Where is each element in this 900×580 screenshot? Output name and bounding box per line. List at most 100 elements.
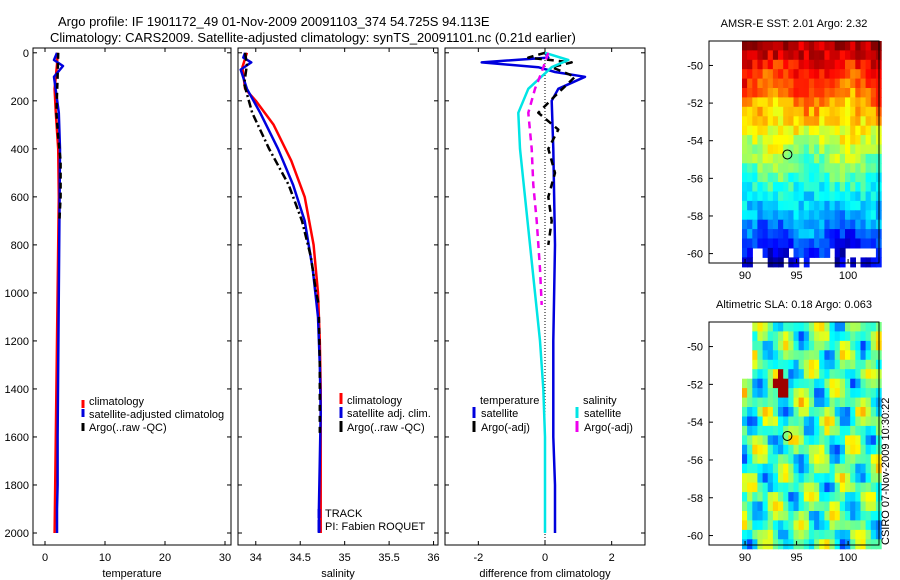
map-cell — [824, 200, 831, 211]
map-cell — [855, 369, 862, 380]
map-cell — [767, 153, 774, 164]
map-cell — [845, 416, 851, 427]
map-cell — [762, 247, 769, 258]
map-cell — [747, 153, 753, 164]
map-cell — [793, 482, 800, 493]
series-line-temperature-argo-adj- — [527, 51, 577, 246]
map-cell — [762, 482, 769, 493]
map-cell — [742, 473, 748, 484]
map-cell — [757, 238, 764, 249]
y-tick-label: 2000 — [5, 528, 29, 540]
map-cell — [778, 331, 784, 342]
map-cell — [850, 454, 856, 465]
map-cell — [767, 144, 774, 155]
map-cell — [798, 444, 805, 455]
map-cell — [860, 191, 867, 202]
map-cell — [783, 425, 789, 436]
map-cell — [757, 435, 764, 446]
map-cell — [839, 539, 846, 550]
y-tick-label: -54 — [687, 136, 703, 148]
map-cell — [819, 191, 825, 202]
legend-label-climatology: climatology — [89, 396, 145, 408]
map-cell — [793, 219, 800, 230]
map-cell — [762, 125, 769, 136]
map-cell — [742, 492, 748, 503]
map-cell — [767, 501, 774, 512]
map-cell — [783, 144, 789, 155]
map-cell — [803, 50, 810, 61]
map-cell — [783, 41, 789, 51]
map-cell — [778, 501, 784, 512]
map-cell — [778, 88, 784, 98]
map-cell — [798, 539, 805, 550]
map-cell — [772, 492, 779, 503]
map-cell — [855, 69, 862, 80]
map-cell — [783, 172, 789, 183]
y-tick-label: 1000 — [5, 288, 29, 300]
map-cell — [870, 78, 877, 89]
map-cell — [778, 229, 784, 240]
map-cell — [819, 407, 825, 417]
map-cell — [788, 378, 795, 389]
map-cell — [793, 463, 800, 474]
map-cell — [747, 257, 753, 268]
y-tick-label: 200 — [11, 96, 29, 108]
map-cell — [767, 172, 774, 183]
map-cell — [870, 529, 877, 540]
map-cell — [778, 340, 784, 351]
x-tick-label: 90 — [739, 270, 751, 282]
salinity-legend: climatology satellite adj. clim. Argo(..… — [317, 393, 431, 533]
map-cell — [747, 416, 753, 427]
map-cell — [803, 520, 810, 531]
map-cell — [742, 520, 748, 531]
map-cell — [834, 388, 841, 399]
map-cell — [762, 88, 769, 98]
map-cell — [778, 407, 784, 417]
map-cell — [803, 41, 810, 51]
map-cell — [814, 407, 820, 417]
map-cell — [839, 210, 846, 221]
map-cell — [767, 106, 774, 117]
map-cell — [742, 125, 748, 136]
map-cell — [834, 50, 841, 61]
map-cell — [772, 388, 779, 399]
map-cell — [855, 59, 862, 70]
map-cell — [747, 135, 753, 146]
map-cell — [870, 520, 877, 531]
map-cell — [855, 473, 862, 484]
map-cell — [824, 50, 831, 61]
map-cell — [747, 59, 753, 70]
map-cell — [829, 191, 836, 202]
map-cell — [870, 511, 877, 521]
legend-label-temp-argo: Argo(-adj) — [481, 422, 530, 434]
map-cell — [824, 106, 831, 117]
map-cell — [870, 435, 877, 446]
map-cell — [747, 444, 753, 455]
map-cell — [845, 41, 851, 51]
map-cell — [742, 416, 748, 427]
map-cell — [870, 463, 877, 474]
map-cell — [834, 182, 841, 193]
map-cell — [814, 350, 820, 361]
map-cell — [829, 444, 836, 455]
map-cell — [829, 153, 836, 164]
map-cell — [870, 492, 877, 503]
map-cell — [742, 191, 748, 202]
map-cell — [829, 454, 836, 465]
map-cell — [778, 529, 784, 540]
map-cell — [829, 473, 836, 484]
credit-text: CSIRO 07-Nov-2009 10:30:22 — [880, 398, 892, 545]
map-cell — [870, 135, 877, 146]
argo-position-marker — [782, 430, 793, 441]
map-cell — [808, 41, 815, 51]
map-cell — [747, 425, 753, 436]
map-cell — [788, 397, 795, 408]
map-cell — [788, 340, 795, 351]
map-cell — [778, 78, 784, 89]
map-cell — [824, 219, 831, 230]
map-cell — [757, 378, 764, 389]
map-cell — [829, 463, 836, 474]
map-cell — [839, 350, 846, 361]
map-cell — [860, 50, 867, 61]
map-cell — [757, 407, 764, 417]
